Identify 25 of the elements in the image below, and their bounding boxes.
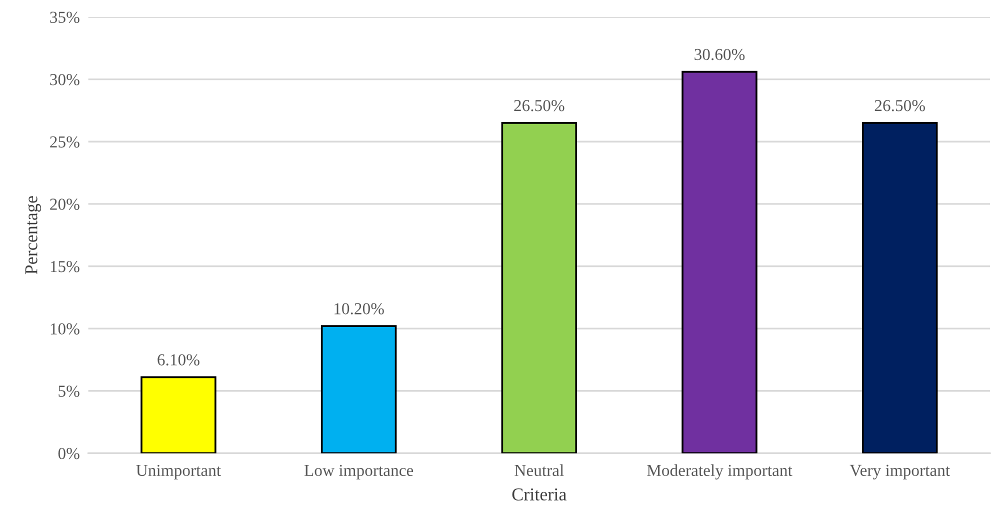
y-tick-label: 30% — [50, 74, 80, 86]
bar — [320, 325, 397, 454]
bar — [140, 376, 216, 454]
y-tick-label: 5% — [58, 386, 80, 397]
y-tick-label: 0% — [58, 448, 80, 460]
data-label: 10.20% — [334, 303, 384, 314]
bar — [682, 70, 758, 454]
y-tick-label: 35% — [50, 12, 80, 23]
y-tick-label: 25% — [50, 136, 80, 148]
data-label: 6.10% — [158, 354, 200, 366]
x-tick-label: Neutral — [514, 464, 564, 476]
x-tick-label: Moderately important — [647, 464, 792, 480]
y-tick-label: 10% — [50, 323, 80, 335]
y-axis-title: Percentage — [25, 196, 42, 274]
data-label: 26.50% — [874, 100, 925, 112]
x-tick-label: Unimportant — [136, 464, 221, 480]
bar — [501, 122, 578, 454]
y-tick-label: 20% — [50, 198, 80, 210]
data-label: 30.60% — [694, 48, 745, 60]
x-tick-label: Very important — [850, 464, 950, 480]
bar — [862, 122, 938, 454]
y-tick-label: 15% — [50, 260, 80, 272]
x-tick-label: Low importance — [304, 464, 414, 480]
x-axis-title: Criteria — [512, 488, 566, 501]
data-label: 26.50% — [514, 100, 564, 112]
